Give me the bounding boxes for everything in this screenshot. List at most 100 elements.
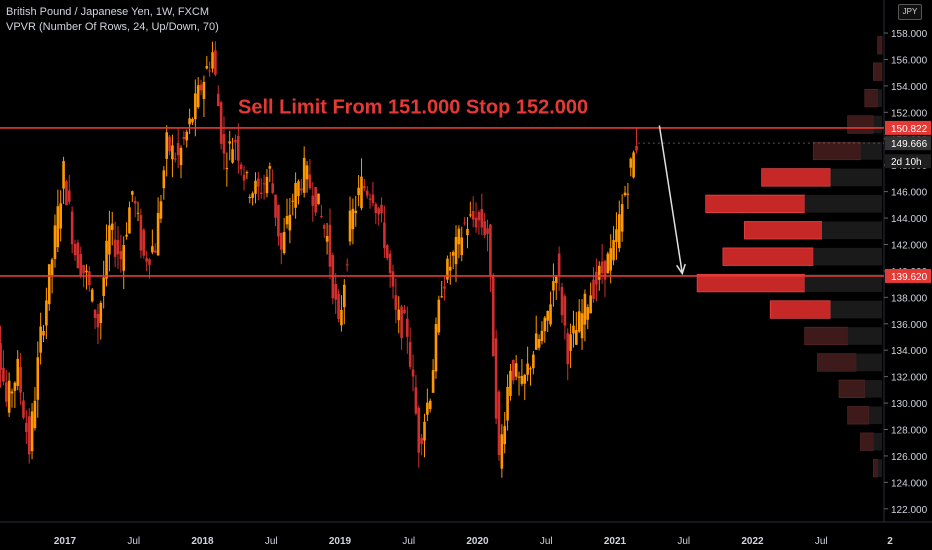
candle-body xyxy=(285,215,289,225)
candle-body xyxy=(159,201,163,219)
candle-body xyxy=(463,222,466,224)
time-tick-label: Jul xyxy=(127,536,140,547)
candle-body xyxy=(262,183,266,185)
vp-sell-bar xyxy=(813,247,882,266)
time-tick-label: 2 xyxy=(887,536,893,547)
indicator-title[interactable]: VPVR (Number Of Rows, 24, Up/Down, 70) xyxy=(6,21,219,33)
candle-body xyxy=(322,225,326,229)
candle-body xyxy=(497,391,501,456)
candle-body xyxy=(428,400,432,410)
candle-body xyxy=(503,426,507,445)
candle-body xyxy=(305,165,309,180)
time-tick-label: 2017 xyxy=(54,536,77,547)
candle-body xyxy=(437,299,441,333)
price-tag-label: 2d 10h xyxy=(891,157,922,168)
candle-body xyxy=(308,174,312,189)
candle-body xyxy=(234,139,237,143)
candle-body xyxy=(357,187,360,196)
vp-sell-bar xyxy=(804,274,882,292)
time-tick-label: Jul xyxy=(677,536,690,547)
vp-buy-bar xyxy=(838,379,866,398)
candle-body xyxy=(59,203,63,229)
price-tick-label: 124.000 xyxy=(891,478,928,489)
candle-body xyxy=(110,223,114,230)
candle-body xyxy=(173,158,177,160)
candle-body xyxy=(4,382,8,402)
candle-body xyxy=(426,402,429,415)
candle-body xyxy=(245,172,249,174)
candle-body xyxy=(517,376,521,378)
symbol-title[interactable]: British Pound / Japanese Yen, 1W, FXCM xyxy=(6,6,210,18)
candle-body xyxy=(62,161,65,189)
candle-body xyxy=(145,258,148,262)
candle-body xyxy=(477,212,481,221)
candle-body xyxy=(617,214,621,249)
candle-body xyxy=(612,240,615,261)
candle-body xyxy=(383,222,386,249)
candle-body xyxy=(434,324,438,372)
vp-buy-bar xyxy=(873,62,883,81)
vp-sell-bar xyxy=(830,300,882,319)
candle-body xyxy=(554,276,558,283)
candle-body xyxy=(529,368,532,370)
candle-body xyxy=(354,210,358,213)
price-tick-label: 136.000 xyxy=(891,320,928,331)
candle-body xyxy=(569,334,572,351)
candle-body xyxy=(56,206,60,248)
candle-body xyxy=(33,400,37,429)
candle-body xyxy=(27,416,31,455)
candle-body xyxy=(171,145,174,160)
candle-body xyxy=(532,354,535,369)
candle-body xyxy=(546,310,549,321)
price-tick-label: 146.000 xyxy=(891,188,928,199)
candle-body xyxy=(557,253,561,277)
candle-body xyxy=(277,204,280,237)
candle-body xyxy=(512,359,515,381)
price-tag-box xyxy=(885,120,931,135)
candle-body xyxy=(185,131,189,141)
candle-body xyxy=(469,214,472,216)
price-tick-label: 158.000 xyxy=(891,29,928,40)
candle-body xyxy=(119,251,123,260)
candle-body xyxy=(2,367,5,382)
candle-body xyxy=(248,197,252,199)
candle-body xyxy=(108,225,111,255)
time-tick-label: 2019 xyxy=(329,536,352,547)
candle-body xyxy=(577,311,581,332)
candle-body xyxy=(25,422,28,433)
candle-body xyxy=(374,204,378,214)
candle-body xyxy=(53,225,57,259)
candle-body xyxy=(451,252,455,256)
candle-body xyxy=(131,191,134,195)
vp-sell-bar xyxy=(860,142,882,160)
candle-body xyxy=(113,239,117,257)
candle-body xyxy=(165,132,168,159)
vp-sell-bar xyxy=(873,115,882,134)
candle-body xyxy=(191,118,194,123)
vp-sell-bar xyxy=(821,221,882,240)
candle-body xyxy=(494,338,498,419)
candle-body xyxy=(586,307,590,320)
price-tag-label: 139.620 xyxy=(891,272,928,283)
candle-body xyxy=(575,330,578,345)
candle-body xyxy=(552,281,555,291)
candle-body xyxy=(271,183,274,193)
candle-body xyxy=(231,149,234,163)
candle-body xyxy=(79,254,83,277)
candle-body xyxy=(589,295,592,314)
vp-sell-bar xyxy=(804,195,882,213)
candle-body xyxy=(403,309,406,314)
candle-body xyxy=(540,330,544,341)
candle-body xyxy=(414,387,418,414)
vp-sell-bar xyxy=(830,168,882,187)
currency-badge[interactable]: JPY xyxy=(898,4,922,20)
vp-sell-bar xyxy=(877,459,882,477)
candle-body xyxy=(13,382,17,391)
candle-body xyxy=(10,391,14,394)
candle-body xyxy=(400,306,403,339)
vp-buy-bar xyxy=(860,432,874,451)
time-tick-label: Jul xyxy=(402,536,415,547)
candle-body xyxy=(36,357,40,400)
candle-body xyxy=(297,181,300,197)
